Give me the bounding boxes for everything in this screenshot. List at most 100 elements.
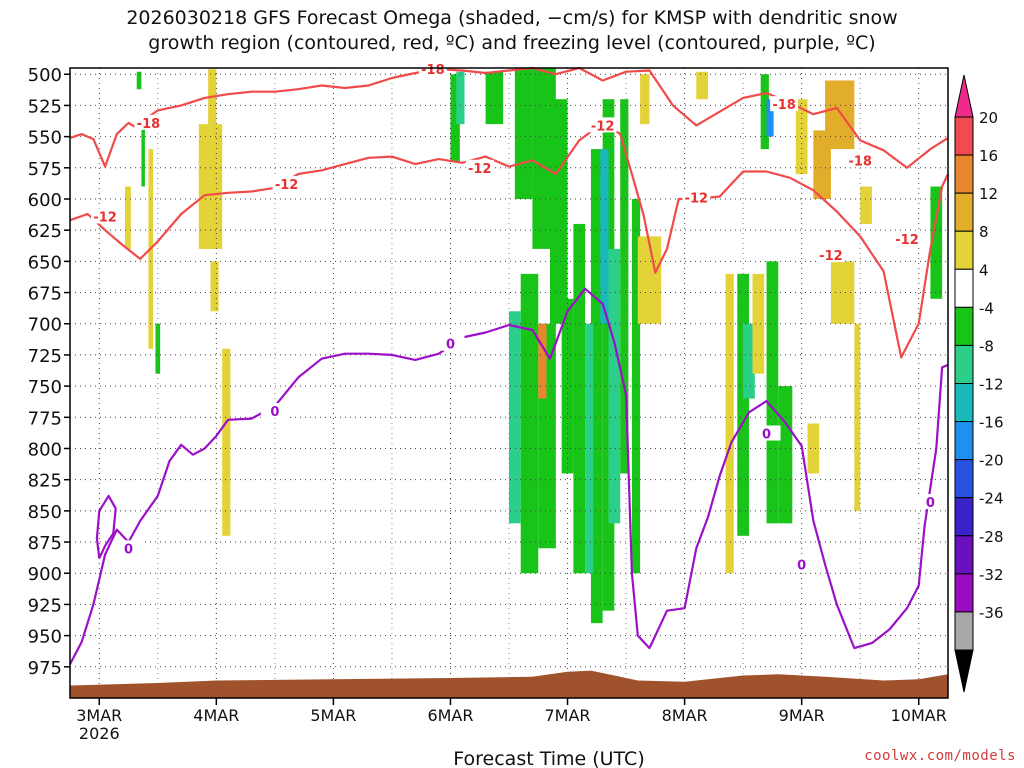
omega-patch bbox=[825, 80, 855, 150]
y-tick-label: 825 bbox=[28, 471, 62, 492]
colorbar-tick-label: 12 bbox=[979, 185, 998, 203]
colorbar-swatch bbox=[954, 154, 974, 194]
red-contour-label-bg bbox=[893, 230, 922, 246]
omega-patch bbox=[778, 386, 793, 524]
purple-contour-label: 0 bbox=[797, 559, 806, 574]
red-contour-label: -18 bbox=[848, 154, 872, 169]
omega-patch bbox=[737, 273, 749, 536]
y-tick-label: 575 bbox=[28, 159, 62, 180]
omega-patch bbox=[573, 223, 586, 574]
x-tick-label: 5MAR bbox=[310, 706, 356, 725]
y-tick-label: 900 bbox=[28, 564, 62, 585]
omega-shading bbox=[125, 68, 943, 624]
omega-patch bbox=[930, 186, 943, 299]
purple-contour-label: 0 bbox=[762, 428, 771, 443]
omega-patch bbox=[766, 261, 779, 524]
y-tick-label: 600 bbox=[28, 190, 62, 211]
red-contour-label: -12 bbox=[275, 178, 299, 193]
red-contour-label: -18 bbox=[772, 98, 796, 113]
colorbar-swatch bbox=[954, 535, 974, 575]
omega-patch bbox=[725, 273, 734, 574]
terrain-area bbox=[70, 670, 948, 698]
colorbar-tick-label: -24 bbox=[979, 490, 1004, 508]
title-line-2: growth region (contoured, red, ºC) and f… bbox=[148, 32, 876, 54]
colorbar-swatch bbox=[954, 459, 974, 499]
colorbar-tick-label: -20 bbox=[979, 452, 1004, 470]
x-tick-label: 9MAR bbox=[779, 706, 825, 725]
omega-patch bbox=[456, 71, 465, 125]
colorbar-tick-label: -16 bbox=[979, 414, 1004, 432]
omega-patch bbox=[830, 261, 855, 324]
y-tick-label: 500 bbox=[28, 65, 62, 86]
plot-frame bbox=[69, 67, 949, 699]
omega-patch bbox=[760, 74, 769, 150]
omega-patch bbox=[854, 323, 861, 511]
red-contour-label: -12 bbox=[685, 192, 709, 207]
x-tick-label: 4MAR bbox=[193, 706, 239, 725]
omega-patch bbox=[860, 186, 872, 224]
red-contour-label-bg bbox=[816, 247, 845, 263]
credit-text: coolwx.com/models bbox=[864, 748, 1016, 764]
omega-patch bbox=[520, 273, 539, 574]
red-contour-label: -12 bbox=[819, 249, 843, 264]
colorbar-tick-label: -12 bbox=[979, 376, 1004, 394]
red-contour-label: -18 bbox=[137, 117, 161, 132]
omega-patch bbox=[136, 71, 142, 90]
red-contour-label-bg bbox=[465, 159, 494, 175]
red-contour-label-bg bbox=[272, 176, 301, 192]
omega-patch bbox=[696, 71, 709, 100]
colorbar-swatch bbox=[954, 497, 974, 537]
colorbar-tick-label: -4 bbox=[979, 299, 994, 317]
colorbar-swatch bbox=[954, 344, 974, 384]
x-tick-label: 7MAR bbox=[545, 706, 591, 725]
title-line-1: 2026030218 GFS Forecast Omega (shaded, −… bbox=[126, 7, 898, 29]
y-tick-label: 675 bbox=[28, 284, 62, 305]
red-contour-label: -12 bbox=[591, 119, 615, 134]
colorbar-swatch bbox=[954, 383, 974, 423]
red-contour-label-bg bbox=[770, 96, 799, 112]
colorbar-tick-label: -28 bbox=[979, 528, 1004, 546]
purple-contour-label-bg bbox=[916, 494, 945, 510]
colorbar-below-triangle bbox=[954, 649, 974, 693]
omega-patch bbox=[620, 99, 629, 474]
colorbar-tick-label: 8 bbox=[979, 223, 989, 241]
omega-patch bbox=[640, 74, 650, 125]
terrain bbox=[70, 670, 948, 698]
colorbar-tick-label: 20 bbox=[979, 109, 998, 127]
colorbar-swatch bbox=[954, 268, 974, 308]
x-axis-label: Forecast Time (UTC) bbox=[453, 748, 644, 768]
omega-patch bbox=[743, 323, 755, 399]
omega-patch bbox=[509, 311, 521, 524]
purple-contour-label-bg bbox=[752, 425, 781, 441]
colorbar-tick-label: -36 bbox=[979, 604, 1004, 622]
red-contour-label-bg bbox=[588, 117, 617, 133]
y-tick-label: 750 bbox=[28, 377, 62, 398]
x-tick-label: 6MAR bbox=[427, 706, 473, 725]
omega-patch bbox=[600, 149, 609, 324]
colorbar-tick-label: 16 bbox=[979, 147, 998, 165]
omega-patch bbox=[766, 99, 774, 137]
omega-patch bbox=[125, 186, 131, 249]
red-contour-1 bbox=[69, 121, 949, 359]
red-contour-label: -12 bbox=[468, 162, 492, 177]
x-tick-year: 2026 bbox=[79, 724, 120, 743]
omega-patch bbox=[549, 99, 568, 324]
omega-patch bbox=[631, 198, 641, 574]
red-contour-label: -18 bbox=[421, 63, 445, 78]
omega-patch bbox=[561, 298, 574, 474]
omega-patch bbox=[795, 99, 808, 175]
y-tick-label: 725 bbox=[28, 346, 62, 367]
y-tick-label: 850 bbox=[28, 502, 62, 523]
omega-patch bbox=[637, 236, 662, 324]
y-tick-label: 650 bbox=[28, 252, 62, 273]
colorbar-swatch bbox=[954, 306, 974, 346]
colorbar-swatch bbox=[954, 421, 974, 461]
omega-patch bbox=[514, 68, 533, 199]
red-contour-label-bg bbox=[846, 152, 875, 168]
colorbar-tick-label: 4 bbox=[979, 261, 989, 279]
omega-patch bbox=[585, 323, 594, 574]
omega-patch bbox=[198, 124, 223, 249]
omega-patch bbox=[590, 149, 603, 624]
y-tick-label: 775 bbox=[28, 408, 62, 429]
